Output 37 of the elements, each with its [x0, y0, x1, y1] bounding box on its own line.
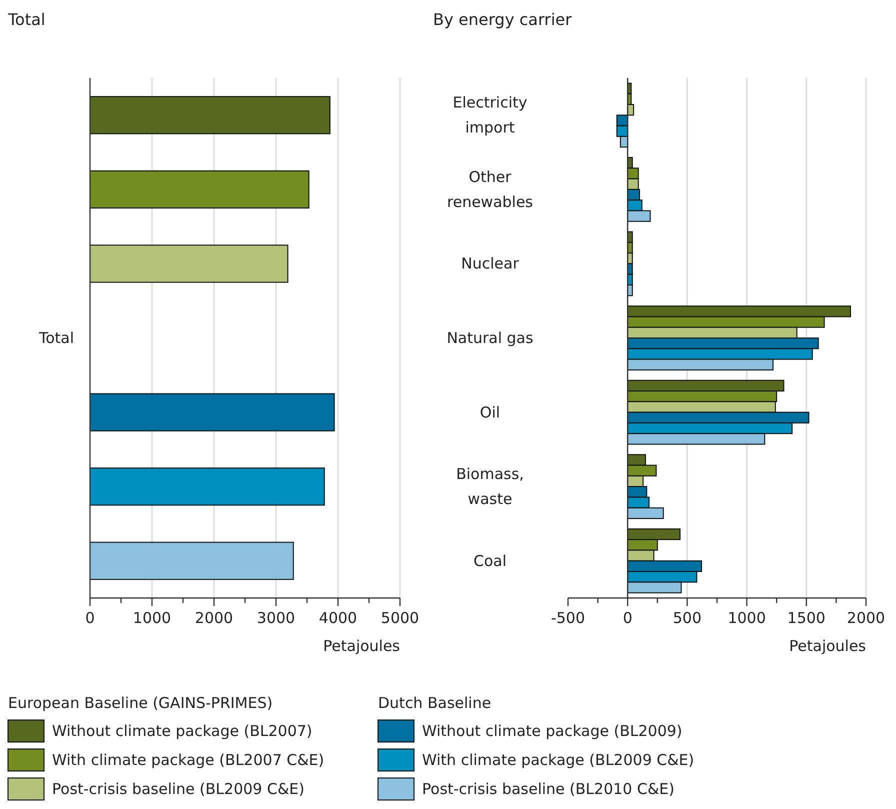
y-tick-label: Nuclear — [461, 254, 520, 273]
chart-title: Total — [7, 10, 46, 29]
y-tick-label: Biomass, waste — [456, 465, 524, 508]
x-tick-label: 1500 — [787, 609, 826, 627]
bar — [90, 244, 288, 283]
x-tick-label: 0 — [622, 609, 632, 627]
x-axis-title: Petajoules — [323, 637, 400, 655]
x-tick-label: 500 — [672, 609, 702, 627]
x-tick-label: 1000 — [728, 609, 766, 627]
y-tick-label: Other renewables — [447, 168, 534, 211]
text: Dutch Baseline — [378, 694, 492, 712]
chart-title: By energy carrier — [433, 10, 572, 29]
x-tick-label: 0 — [85, 609, 95, 627]
y-tick-label: Electricity import — [452, 94, 528, 137]
bar — [90, 468, 325, 506]
x-tick-label: 1000 — [132, 609, 172, 627]
bar — [90, 170, 310, 208]
bar — [90, 542, 294, 580]
y-tick-label: Natural gas — [446, 329, 534, 347]
bar — [90, 393, 335, 432]
legend-label: Post-crisis baseline (BL2010 C&E) — [422, 780, 674, 798]
legend-label: With climate package (BL2007 C&E) — [52, 751, 324, 769]
text: European Baseline (GAINS-PRIMES) — [8, 694, 273, 712]
legend-label: Post-crisis baseline (BL2009 C&E) — [52, 780, 304, 798]
legend-label: Without climate package (BL2007) — [52, 722, 312, 740]
x-tick-label: 2000 — [846, 609, 886, 627]
x-tick-label: 5000 — [380, 609, 420, 627]
x-axis-title: Petajoules — [789, 637, 866, 655]
legend-label: Without climate package (BL2009) — [422, 722, 682, 740]
y-tick-label: Oil — [480, 403, 500, 422]
x-tick-label: -500 — [550, 609, 586, 627]
x-tick-label: 2000 — [194, 609, 234, 627]
bar — [90, 96, 330, 134]
x-tick-label: 4000 — [318, 609, 358, 627]
y-tick-label: Coal — [473, 552, 507, 570]
x-tick-label: 3000 — [256, 609, 296, 627]
legend-label: With climate package (BL2009 C&E) — [422, 751, 694, 769]
